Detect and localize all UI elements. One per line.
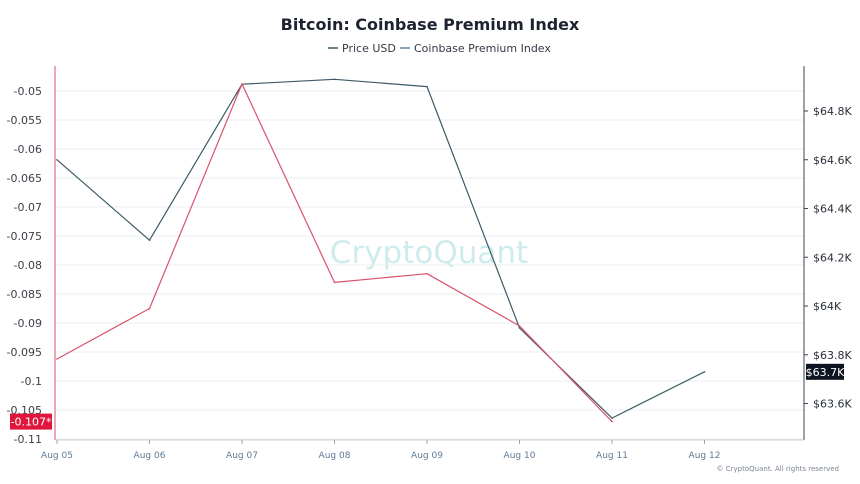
left-tick-label: -0.11 <box>14 433 42 446</box>
price-usd-point <box>333 78 336 81</box>
x-tick-label: Aug 05 <box>41 451 73 461</box>
price-usd-point <box>518 327 521 329</box>
legend-premium-label[interactable]: Coinbase Premium Index <box>414 42 551 55</box>
right-tick-label: $63.6K <box>813 398 852 411</box>
right-axis-ticks: $64.8K $64.6K $64.4K $64.2K $64K $63.8K $63.6K <box>804 105 852 411</box>
left-current-badge <box>10 413 52 430</box>
coinbase-premium-point <box>56 358 58 360</box>
right-tick-label: $64.6K <box>813 154 852 167</box>
price-usd-line[interactable] <box>56 78 705 419</box>
left-tick-label: -0.1 <box>21 375 42 388</box>
price-usd-point <box>426 85 428 88</box>
right-tick-label: $64.8K <box>813 105 852 118</box>
left-tick-label: -0.08 <box>14 259 42 272</box>
legend[interactable]: Price USD Coinbase Premium Index <box>328 42 551 55</box>
right-current-badge <box>806 363 844 380</box>
chart-title: Bitcoin: Coinbase Premium Index <box>281 15 580 34</box>
right-tick-label: $64.4K <box>813 203 852 216</box>
x-tick-label: Aug 12 <box>689 451 721 461</box>
left-tick-label: -0.075 <box>7 230 42 243</box>
watermark: CryptoQuant <box>330 235 528 271</box>
right-tick-label: $64.2K <box>813 251 852 264</box>
price-usd-point <box>148 239 151 241</box>
coinbase-premium-point <box>611 420 613 423</box>
coinbase-premium-point <box>518 325 521 327</box>
right-tick-label: $63.8K <box>813 349 852 362</box>
coinbase-premium-point <box>333 281 336 284</box>
x-tick-label: Aug 11 <box>596 451 628 461</box>
left-tick-label: -0.06 <box>14 143 42 156</box>
price-usd-point <box>703 371 706 373</box>
x-tick-label: Aug 06 <box>134 451 166 461</box>
x-tick-label: Aug 08 <box>319 451 351 461</box>
left-tick-label: -0.09 <box>14 317 42 330</box>
copyright-credit: © CryptoQuant. All rights reserved <box>717 465 839 473</box>
left-tick-label: -0.095 <box>7 346 42 359</box>
left-tick-label: -0.055 <box>7 114 42 127</box>
current-value-badges: -0.107* $63.7K <box>10 363 845 430</box>
coinbase-premium-point <box>148 307 151 310</box>
coinbase-premium-point <box>426 272 428 275</box>
axes <box>54 66 805 441</box>
left-tick-label: -0.07 <box>14 201 42 214</box>
left-tick-label: -0.05 <box>14 85 42 98</box>
x-tick-label: Aug 09 <box>411 451 443 461</box>
legend-price-label[interactable]: Price USD <box>342 42 396 55</box>
price-usd-point <box>611 417 613 419</box>
left-tick-label: -0.085 <box>7 288 42 301</box>
x-axis-ticks: Aug 05 Aug 06 Aug 07 Aug 08 Aug 09 Aug 10 Aug … <box>41 440 720 461</box>
series[interactable] <box>56 78 706 423</box>
x-tick-label: Aug 10 <box>504 451 536 461</box>
right-tick-label: $64K <box>813 300 842 313</box>
left-current-label: -0.107* <box>11 416 52 429</box>
grid <box>55 90 804 440</box>
left-tick-label: -0.065 <box>7 172 42 185</box>
coinbase-premium-point <box>241 83 243 85</box>
left-axis-ticks: -0.05 -0.055 -0.06 -0.065 -0.07 -0.075 -0.08 -0… <box>7 85 42 446</box>
x-tick-label: Aug 07 <box>226 451 258 461</box>
right-current-label: $63.7K <box>806 366 845 379</box>
price-usd-point <box>56 158 58 161</box>
